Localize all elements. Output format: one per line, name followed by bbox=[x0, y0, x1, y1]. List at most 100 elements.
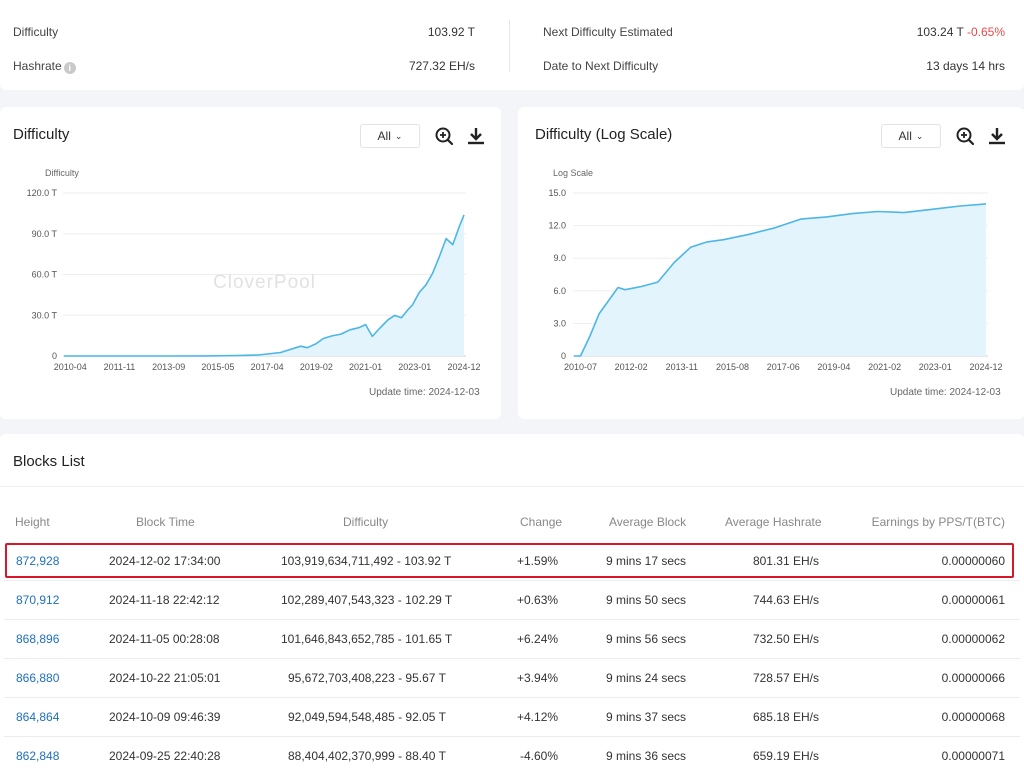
y-tick-label: 3.0 bbox=[553, 318, 566, 328]
table-row[interactable]: 862,848 2024-09-25 22:40:28 88,404,402,3… bbox=[0, 737, 1024, 776]
date-to-next-value: 13 days 14 hrs bbox=[926, 59, 1005, 73]
table-row[interactable]: 868,896 2024-11-05 00:28:08 101,646,843,… bbox=[0, 620, 1024, 659]
average-block: 9 mins 24 secs bbox=[606, 671, 687, 685]
average-block: 9 mins 37 secs bbox=[606, 710, 687, 724]
block-time: 2024-12-02 17:34:00 bbox=[109, 554, 221, 568]
range-select[interactable]: All ⌄ bbox=[360, 124, 420, 148]
difficulty-change: +1.59% bbox=[517, 554, 559, 568]
y-tick-label: 15.0 bbox=[548, 188, 566, 198]
x-tick-label: 2017-06 bbox=[767, 362, 800, 372]
y-tick-label: 12.0 bbox=[548, 221, 566, 231]
average-block: 9 mins 36 secs bbox=[606, 749, 687, 763]
col-header-change: Change bbox=[520, 515, 563, 529]
average-hashrate: 728.57 EH/s bbox=[752, 671, 819, 685]
block-height-link[interactable]: 872,928 bbox=[16, 554, 60, 568]
col-header-average-hashrate: Average Hashrate bbox=[725, 515, 822, 529]
x-tick-label: 2010-04 bbox=[54, 362, 87, 372]
x-tick-label: 2024-12 bbox=[969, 362, 1002, 372]
difficulty-stats-panel: Difficulty 103.92 T Hashrate i 727.32 EH/… bbox=[0, 0, 1024, 90]
table-row[interactable]: 870,912 2024-11-18 22:42:12 102,289,407,… bbox=[0, 581, 1024, 620]
next-difficulty-label: Next Difficulty Estimated bbox=[543, 25, 673, 39]
x-tick-label: 2021-01 bbox=[349, 362, 382, 372]
blocks-list-title: Blocks List bbox=[13, 453, 85, 470]
y-tick-label: 30.0 T bbox=[32, 310, 58, 320]
col-header-difficulty: Difficulty bbox=[343, 515, 389, 529]
col-header-height: Height bbox=[15, 515, 50, 529]
y-tick-label: 0 bbox=[561, 351, 566, 361]
x-tick-label: 2023-01 bbox=[919, 362, 952, 372]
difficulty-change: +4.12% bbox=[517, 710, 559, 724]
range-select-value: All bbox=[898, 129, 912, 143]
average-block: 9 mins 50 secs bbox=[606, 593, 687, 607]
difficulty-log-chart-card: Difficulty (Log Scale) All ⌄ Log Scale 0 3.… bbox=[518, 107, 1024, 419]
x-tick-label: 2023-01 bbox=[398, 362, 431, 372]
difficulty-change: +0.63% bbox=[517, 593, 559, 607]
block-height-link[interactable]: 864,864 bbox=[16, 710, 60, 724]
block-height-link[interactable]: 862,848 bbox=[16, 749, 60, 763]
chevron-down-icon: ⌄ bbox=[394, 131, 403, 141]
block-time: 2024-11-18 22:42:12 bbox=[109, 593, 220, 607]
block-time: 2024-10-22 21:05:01 bbox=[109, 671, 221, 685]
axis-title: Log Scale bbox=[553, 168, 593, 178]
col-header-average-block: Average Block bbox=[609, 515, 687, 529]
x-tick-label: 2017-04 bbox=[251, 362, 284, 372]
watermark: CloverPool bbox=[213, 272, 316, 293]
table-row[interactable]: 866,880 2024-10-22 21:05:01 95,672,703,4… bbox=[0, 659, 1024, 698]
info-icon[interactable]: i bbox=[63, 62, 76, 74]
block-height-link[interactable]: 866,880 bbox=[16, 671, 60, 685]
difficulty-change: -4.60% bbox=[520, 749, 559, 763]
blocks-divider bbox=[0, 486, 1024, 487]
col-header-earnings: Earnings by PPS/T(BTC) bbox=[871, 515, 1005, 529]
hashrate-value: 727.32 EH/s bbox=[408, 59, 475, 73]
earnings-pps: 0.00000060 bbox=[941, 554, 1005, 568]
y-tick-label: 0 bbox=[52, 351, 57, 361]
block-height-link[interactable]: 870,912 bbox=[16, 593, 60, 607]
x-tick-label: 2021-02 bbox=[868, 362, 901, 372]
block-difficulty: 88,404,402,370,999 - 88.40 T bbox=[288, 749, 446, 763]
earnings-pps: 0.00000068 bbox=[941, 710, 1005, 724]
earnings-pps: 0.00000062 bbox=[941, 632, 1005, 646]
row-separator bbox=[4, 697, 1020, 698]
block-time: 2024-10-09 09:46:39 bbox=[109, 710, 221, 724]
zoom-in-icon[interactable] bbox=[433, 125, 455, 147]
series-line bbox=[574, 203, 987, 357]
block-difficulty: 103,919,634,711,492 - 103.92 T bbox=[281, 554, 452, 568]
average-hashrate: 685.18 EH/s bbox=[752, 710, 819, 724]
range-select[interactable]: All ⌄ bbox=[881, 124, 941, 148]
table-row[interactable]: 864,864 2024-10-09 09:46:39 92,049,594,5… bbox=[0, 698, 1024, 737]
x-tick-label: 2012-02 bbox=[615, 362, 648, 372]
block-time: 2024-09-25 22:40:28 bbox=[109, 749, 221, 763]
x-tick-label: 2015-08 bbox=[716, 362, 749, 372]
average-hashrate: 801.31 EH/s bbox=[752, 554, 819, 568]
download-icon[interactable] bbox=[465, 125, 487, 147]
block-difficulty: 92,049,594,548,485 - 92.05 T bbox=[288, 710, 446, 724]
earnings-pps: 0.00000066 bbox=[941, 671, 1005, 685]
axis-title: Difficulty bbox=[45, 168, 79, 178]
block-height-link[interactable]: 868,896 bbox=[16, 632, 60, 646]
update-time: Update time: 2024-12-03 bbox=[369, 387, 480, 398]
difficulty-value: 103.92 T bbox=[427, 25, 475, 39]
difficulty-chart: Difficulty 0 30.0 T 60.0 T 90.0 T 120.0 T 2010… bbox=[27, 168, 481, 372]
x-tick-label: 2015-05 bbox=[201, 362, 234, 372]
x-tick-label: 2019-02 bbox=[300, 362, 333, 372]
next-difficulty-change: -0.65% bbox=[966, 25, 1005, 39]
table-row[interactable]: 872,928 2024-12-02 17:34:00 103,919,634,… bbox=[0, 542, 1024, 581]
download-icon[interactable] bbox=[986, 125, 1008, 147]
next-difficulty-number: 103.24 T bbox=[916, 25, 964, 39]
block-time: 2024-11-05 00:28:08 bbox=[109, 632, 220, 646]
hashrate-label-text: Hashrate bbox=[13, 59, 62, 73]
zoom-in-icon[interactable] bbox=[954, 125, 976, 147]
x-tick-label: 2024-12 bbox=[447, 362, 480, 372]
average-hashrate: 744.63 EH/s bbox=[752, 593, 819, 607]
block-difficulty: 95,672,703,408,223 - 95.67 T bbox=[288, 671, 446, 685]
update-time: Update time: 2024-12-03 bbox=[890, 387, 1001, 398]
y-tick-label: 60.0 T bbox=[32, 270, 58, 280]
date-to-next-label: Date to Next Difficulty bbox=[543, 59, 659, 73]
col-header-block-time: Block Time bbox=[136, 515, 195, 529]
average-hashrate: 659.19 EH/s bbox=[752, 749, 819, 763]
chevron-down-icon: ⌄ bbox=[915, 131, 924, 141]
x-tick-label: 2013-11 bbox=[666, 362, 698, 372]
series-area bbox=[64, 214, 464, 356]
chart-title: Difficulty (Log Scale) bbox=[535, 126, 673, 143]
earnings-pps: 0.00000061 bbox=[941, 593, 1005, 607]
